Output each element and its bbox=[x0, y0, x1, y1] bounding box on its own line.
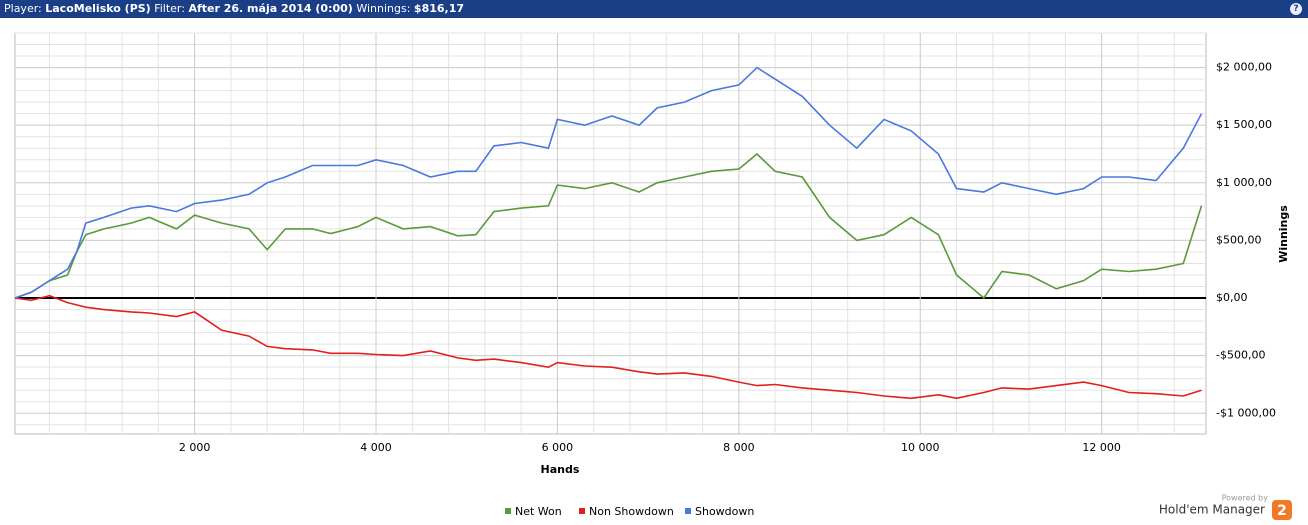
series-line bbox=[14, 66, 1203, 299]
y-tick-label: $500,00 bbox=[1216, 233, 1262, 246]
header-bar: Player: LacoMelisko (PS) Filter: After 2… bbox=[0, 0, 1308, 18]
series-line bbox=[14, 294, 1202, 400]
brand: Hold'em Manager bbox=[1159, 503, 1265, 517]
legend-label: Non Showdown bbox=[589, 505, 674, 518]
legend-swatch bbox=[685, 508, 691, 514]
legend-swatch bbox=[579, 508, 585, 514]
series-line bbox=[14, 152, 1203, 300]
chart: Hands Winnings Powered by Hold'em Manage… bbox=[14, 32, 1292, 520]
x-tick-label: 4 000 bbox=[360, 441, 392, 454]
help-button[interactable]: ? bbox=[1290, 3, 1302, 15]
filter: After 26. mája 2014 (0:00) bbox=[188, 2, 353, 15]
y-tick-label: $0,00 bbox=[1216, 291, 1248, 304]
x-axis-title: Hands bbox=[541, 463, 580, 476]
y-tick-label: -$500,00 bbox=[1216, 349, 1265, 362]
x-tick-label: 10 000 bbox=[901, 441, 940, 454]
logo-text: 2 bbox=[1277, 503, 1287, 519]
x-tick-label: 12 000 bbox=[1082, 441, 1121, 454]
logo bbox=[1272, 500, 1292, 520]
y-tick-label: $2 000,00 bbox=[1216, 61, 1272, 74]
legend-label: Showdown bbox=[695, 505, 754, 518]
player: LacoMelisko (PS) bbox=[45, 2, 151, 15]
y-tick-label: $1 500,00 bbox=[1216, 118, 1272, 131]
label: Winnings: bbox=[356, 2, 411, 15]
legend-label: Net Won bbox=[515, 505, 562, 518]
powered-by: Powered by bbox=[1222, 494, 1269, 503]
winnings: $816,17 bbox=[413, 2, 465, 15]
plot-area bbox=[14, 32, 1207, 435]
y-axis-title: Winnings bbox=[1277, 205, 1290, 263]
x-tick-label: 2 000 bbox=[179, 441, 211, 454]
y-tick-label: -$1 000,00 bbox=[1216, 406, 1276, 419]
legend-swatch bbox=[505, 508, 511, 514]
x-tick-label: 8 000 bbox=[723, 441, 755, 454]
y-tick-label: $1 000,00 bbox=[1216, 176, 1272, 189]
label: Player: bbox=[4, 2, 42, 15]
label: Filter: bbox=[154, 2, 185, 15]
x-tick-label: 6 000 bbox=[542, 441, 574, 454]
